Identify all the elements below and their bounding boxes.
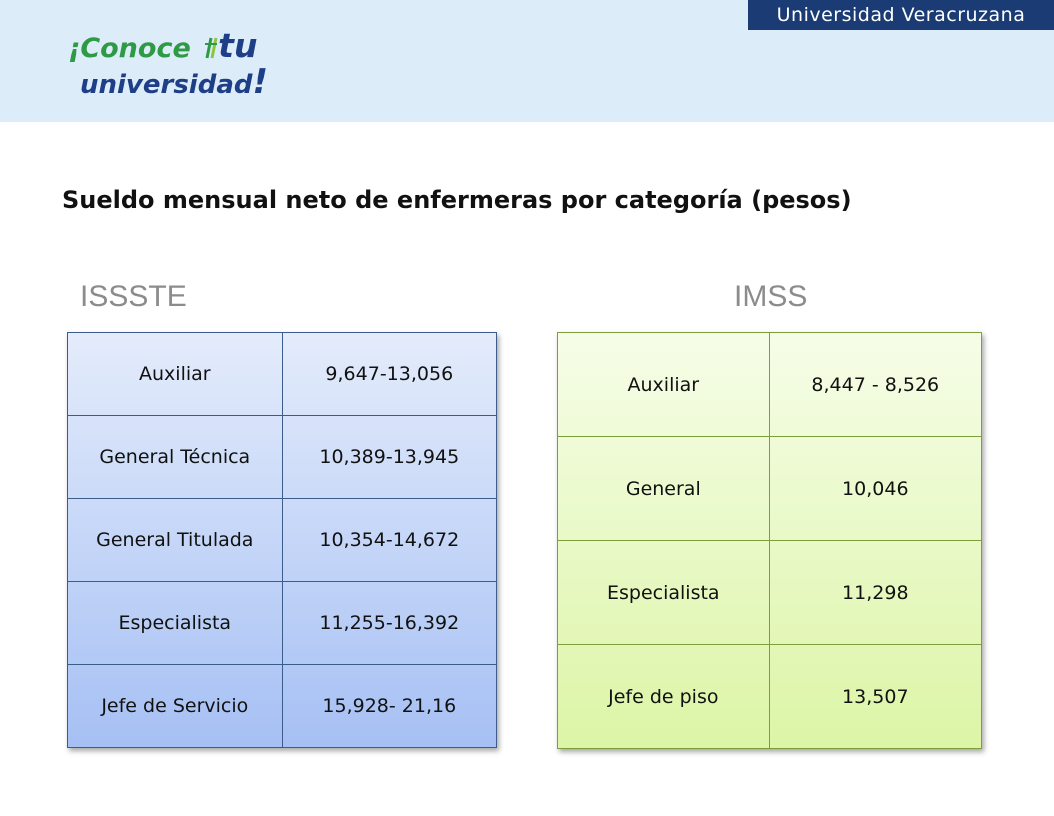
table-row: General 10,046 <box>558 437 982 541</box>
table-row: Jefe de piso 13,507 <box>558 645 982 749</box>
universidad-veracruzana-banner: Universidad Veracruzana <box>748 0 1054 30</box>
table-row: General Titulada 10,354-14,672 <box>68 499 497 582</box>
table-row: Jefe de Servicio 15,928- 21,16 <box>68 665 497 748</box>
issste-categoria-cell: General Titulada <box>68 499 283 582</box>
table-row: General Técnica 10,389-13,945 <box>68 416 497 499</box>
logo-text-tu: tu <box>218 26 257 65</box>
slide-title: Sueldo mensual neto de enfermeras por ca… <box>62 186 852 214</box>
issste-categoria-cell: Auxiliar <box>68 333 283 416</box>
imss-label: IMSS <box>734 280 807 314</box>
imss-categoria-cell: Jefe de piso <box>558 645 770 749</box>
imss-sueldo-cell: 8,447 - 8,526 <box>769 333 981 437</box>
imss-categoria-cell: General <box>558 437 770 541</box>
issste-label: ISSSTE <box>80 280 187 314</box>
issste-sueldo-cell: 15,928- 21,16 <box>282 665 496 748</box>
issste-table: Auxiliar 9,647-13,056 General Técnica 10… <box>67 332 497 748</box>
logo-stripes-icon <box>204 34 218 60</box>
table-row: Especialista 11,255-16,392 <box>68 582 497 665</box>
header-banner: ¡Conoce tu universidad! Universidad Vera… <box>0 0 1054 122</box>
issste-categoria-cell: General Técnica <box>68 416 283 499</box>
issste-sueldo-cell: 11,255-16,392 <box>282 582 496 665</box>
logo-text-exclamation: ! <box>253 62 269 102</box>
logo-text-conoce: ¡Conoce <box>68 33 191 64</box>
table-row: Auxiliar 8,447 - 8,526 <box>558 333 982 437</box>
table-row: Auxiliar 9,647-13,056 <box>68 333 497 416</box>
imss-categoria-cell: Especialista <box>558 541 770 645</box>
imss-categoria-cell: Auxiliar <box>558 333 770 437</box>
table-row: Especialista 11,298 <box>558 541 982 645</box>
issste-categoria-cell: Especialista <box>68 582 283 665</box>
imss-sueldo-cell: 10,046 <box>769 437 981 541</box>
imss-sueldo-cell: 13,507 <box>769 645 981 749</box>
imss-table: Auxiliar 8,447 - 8,526 General 10,046 Es… <box>557 332 982 749</box>
issste-sueldo-cell: 10,354-14,672 <box>282 499 496 582</box>
imss-sueldo-cell: 11,298 <box>769 541 981 645</box>
conoce-tu-universidad-logo: ¡Conoce tu universidad! <box>68 22 268 102</box>
issste-categoria-cell: Jefe de Servicio <box>68 665 283 748</box>
logo-text-universidad: universidad <box>80 70 253 100</box>
issste-sueldo-cell: 10,389-13,945 <box>282 416 496 499</box>
issste-sueldo-cell: 9,647-13,056 <box>282 333 496 416</box>
